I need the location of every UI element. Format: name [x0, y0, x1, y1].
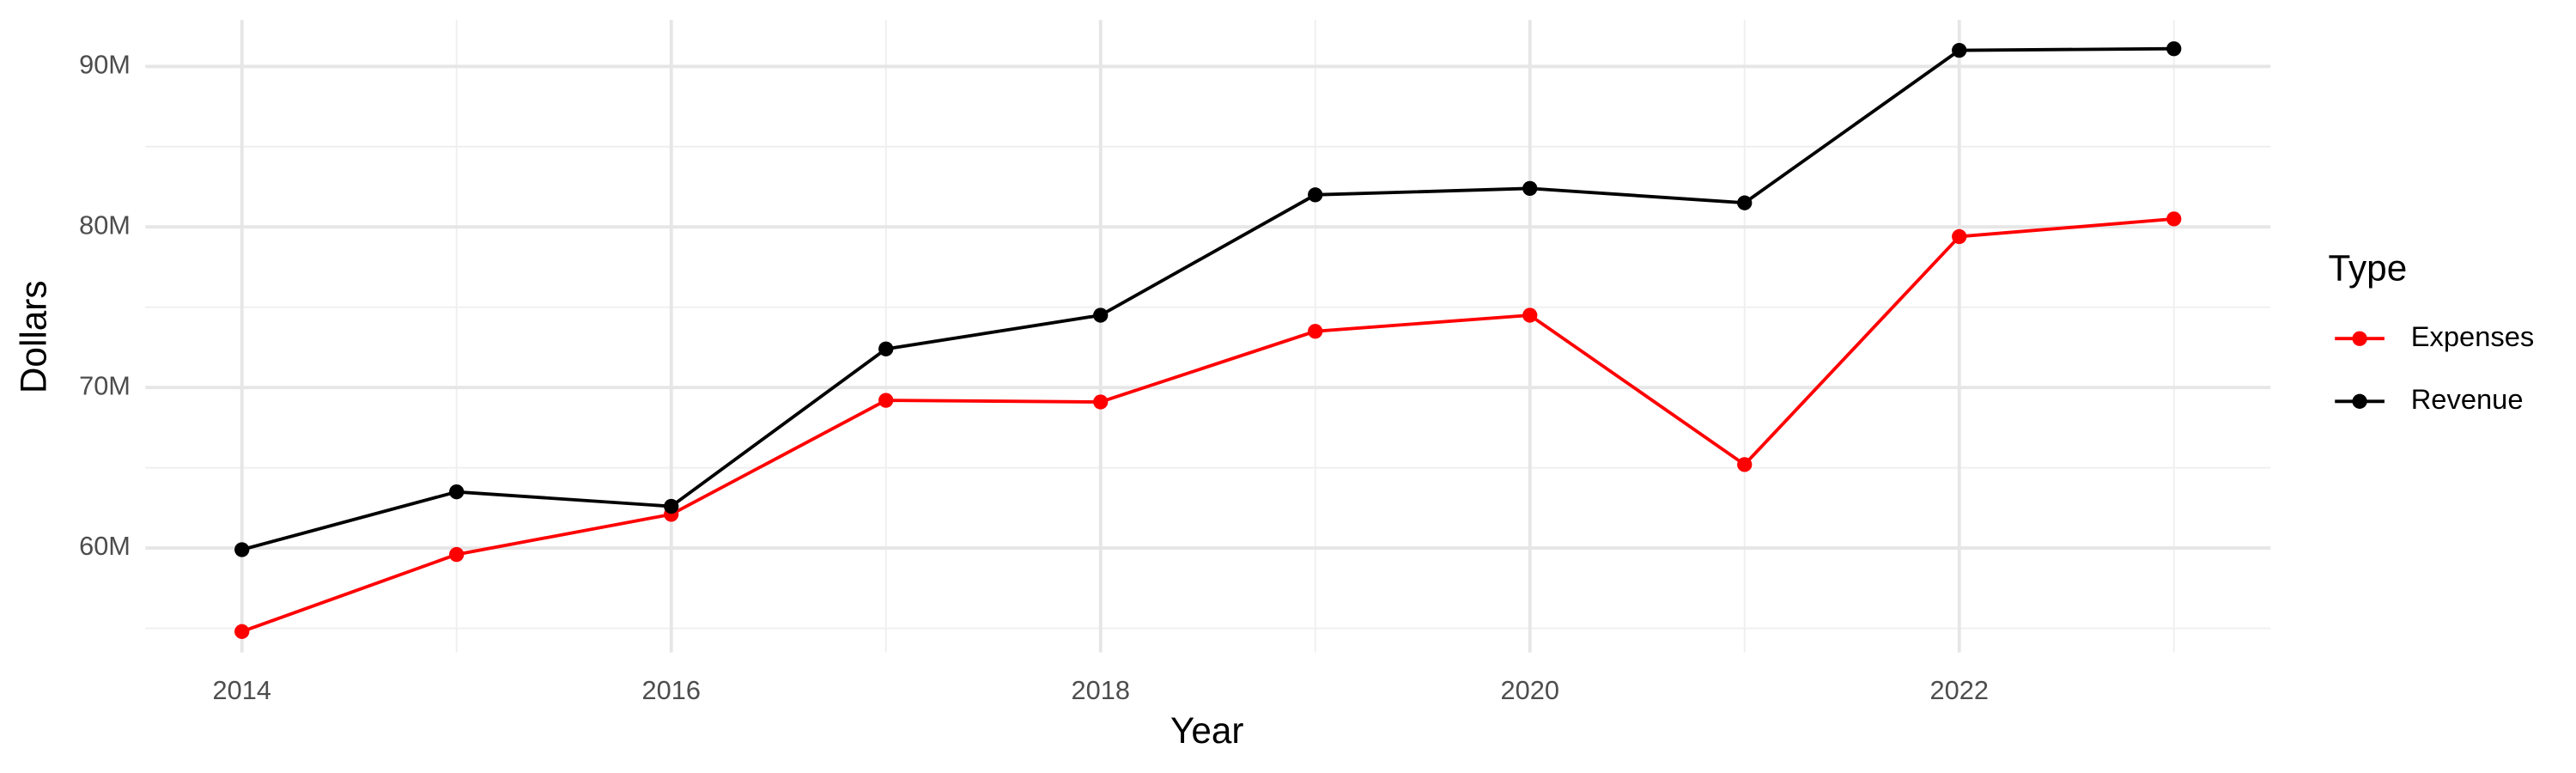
- data-point: [1093, 307, 1109, 323]
- series-line: [241, 46, 2174, 551]
- x-tick-label: 2018: [1072, 675, 1130, 705]
- data-point: [664, 498, 679, 514]
- series-line: [241, 216, 2174, 634]
- data-point: [1522, 180, 1538, 197]
- legend-swatch-point: [2352, 331, 2367, 346]
- x-tick-label: 2016: [642, 675, 701, 705]
- data-point: [878, 393, 894, 408]
- data-point: [1737, 195, 1753, 210]
- y-tick-label: 70M: [79, 370, 131, 400]
- data-point: [449, 546, 465, 563]
- data-point: [1308, 187, 1323, 203]
- legend-swatch-point: [2352, 393, 2367, 409]
- y-tick-label: 90M: [79, 49, 131, 79]
- legend-label: Expenses: [2411, 320, 2535, 352]
- legend-label: Revenue: [2411, 383, 2524, 415]
- y-tick-label: 60M: [79, 531, 131, 561]
- data-point: [1952, 228, 1967, 245]
- x-tick-label: 2020: [1501, 675, 1559, 705]
- data-point: [449, 484, 465, 500]
- data-point: [2166, 41, 2182, 57]
- data-point: [234, 542, 250, 557]
- data-point: [234, 624, 250, 639]
- y-axis-label: Dollars: [13, 280, 53, 393]
- x-tick-label: 2022: [1930, 675, 1989, 705]
- data-point: [878, 341, 894, 356]
- data-point: [1308, 324, 1323, 339]
- data-point: [1737, 457, 1753, 472]
- data-point: [1522, 307, 1538, 323]
- y-tick-label: 80M: [79, 210, 131, 240]
- legend-title: Type: [2329, 248, 2408, 289]
- x-axis-label: Year: [1170, 710, 1243, 751]
- data-point: [1093, 394, 1109, 410]
- data-point: [2166, 211, 2182, 227]
- data-point: [1952, 42, 1967, 58]
- x-tick-label: 2014: [213, 675, 271, 705]
